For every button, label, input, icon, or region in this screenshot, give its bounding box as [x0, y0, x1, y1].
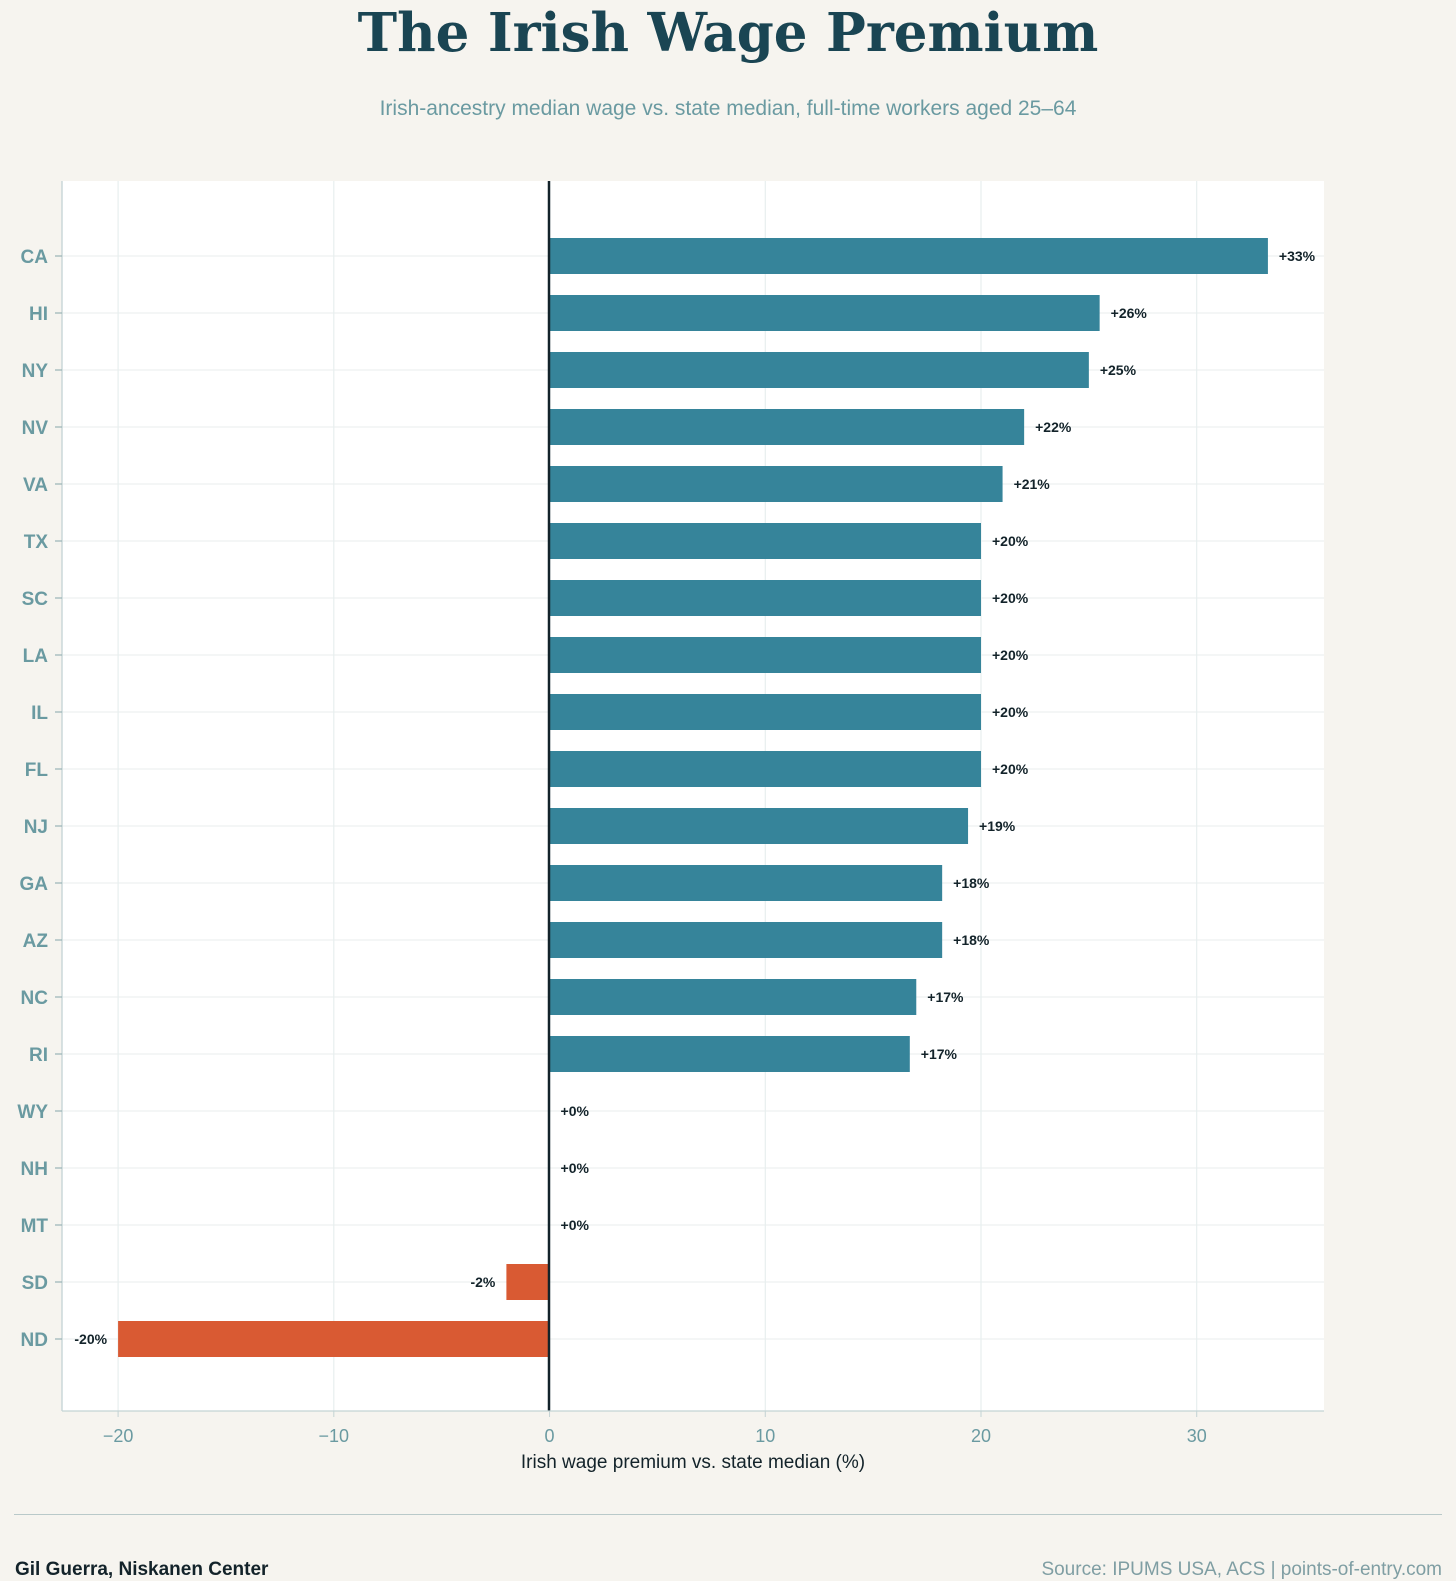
data-label: +20%: [992, 590, 1029, 606]
data-label: +26%: [1111, 305, 1148, 321]
data-label: +33%: [1279, 248, 1316, 264]
bar-fl: [549, 751, 981, 787]
data-labels: +33% +26% +25% +22% +21% +20% +20% +20% +20% +20%…: [74, 248, 1315, 1347]
y-tick-label: NV: [22, 418, 49, 439]
data-label: +20%: [992, 704, 1029, 720]
bar-il: [549, 694, 981, 730]
data-label: +20%: [992, 761, 1029, 777]
bar-nc: [549, 979, 917, 1015]
data-label: +0%: [561, 1103, 590, 1119]
data-label: +0%: [561, 1160, 590, 1176]
data-label: +21%: [1014, 476, 1051, 492]
y-tick-label: SC: [22, 589, 49, 610]
y-tick-label: NJ: [24, 817, 48, 838]
bar-tx: [549, 523, 981, 559]
data-label: +18%: [953, 875, 990, 891]
y-tick-label: AZ: [23, 931, 49, 952]
y-tick-label: IL: [31, 703, 48, 724]
y-tick-label: LA: [23, 646, 49, 667]
y-tick-label: FL: [25, 760, 49, 781]
y-tick-label: VA: [23, 475, 48, 496]
bar-chart: +33% +26% +25% +22% +21% +20% +20% +20% +20% +20%…: [17, 181, 1324, 1473]
y-tick-label: NH: [21, 1159, 48, 1180]
y-tick-label: WY: [17, 1102, 48, 1123]
data-label: +17%: [921, 1046, 958, 1062]
footer-source: Source: IPUMS USA, ACS | points-of-entry…: [1041, 1559, 1442, 1580]
footer-author: Gil Guerra, Niskanen Center: [15, 1559, 269, 1580]
bar-ca: [549, 238, 1268, 274]
bar-ri: [549, 1036, 910, 1072]
x-tick-label: −20: [103, 1426, 134, 1446]
footer-divider: [14, 1514, 1442, 1515]
x-axis-ticks: −20 −10 0 10 20 30: [103, 1411, 1207, 1446]
y-tick-label: TX: [24, 532, 49, 553]
bar-ny: [549, 352, 1089, 388]
data-label: +20%: [992, 533, 1029, 549]
page-subtitle: Irish-ancestry median wage vs. state med…: [379, 97, 1077, 120]
grid-lines: [62, 181, 1324, 1411]
bar-la: [549, 637, 981, 673]
y-tick-label: GA: [20, 874, 49, 895]
y-tick-label: SD: [22, 1273, 48, 1294]
data-label: +19%: [979, 818, 1016, 834]
y-tick-label: RI: [29, 1045, 48, 1066]
y-axis-ticks: CA HI NY NV VA TX SC LA IL FL NJ GA AZ NC RI WY NH MT SD ND: [17, 247, 62, 1351]
bar-ga: [549, 865, 943, 901]
bar-sd: [506, 1264, 550, 1300]
data-label: -2%: [470, 1274, 495, 1290]
x-tick-label: 0: [545, 1426, 555, 1446]
x-tick-label: 20: [971, 1426, 991, 1446]
x-tick-label: −10: [319, 1426, 350, 1446]
y-tick-label: CA: [21, 247, 49, 268]
x-tick-label: 10: [755, 1426, 775, 1446]
bar-az: [549, 922, 943, 958]
data-label: +17%: [927, 989, 964, 1005]
bar-hi: [549, 295, 1100, 331]
x-axis-label: Irish wage premium vs. state median (%): [521, 1452, 865, 1473]
data-label: +25%: [1100, 362, 1137, 378]
data-label: -20%: [74, 1331, 107, 1347]
y-tick-label: ND: [21, 1330, 48, 1351]
bars: [118, 238, 1268, 1357]
data-label: +20%: [992, 647, 1029, 663]
data-label: +22%: [1035, 419, 1072, 435]
bar-sc: [549, 580, 981, 616]
data-label: +0%: [561, 1217, 590, 1233]
bar-nv: [549, 409, 1025, 445]
y-tick-label: MT: [21, 1216, 49, 1237]
page-title: The Irish Wage Premium: [357, 2, 1099, 64]
bar-va: [549, 466, 1003, 502]
y-tick-label: HI: [29, 304, 48, 325]
bar-nd: [118, 1321, 550, 1357]
y-tick-label: NY: [22, 361, 49, 382]
x-tick-label: 30: [1187, 1426, 1207, 1446]
data-label: +18%: [953, 932, 990, 948]
bar-nj: [549, 808, 969, 844]
y-tick-label: NC: [21, 988, 49, 1009]
